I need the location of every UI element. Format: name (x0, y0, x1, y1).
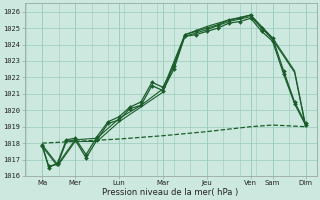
X-axis label: Pression niveau de la mer( hPa ): Pression niveau de la mer( hPa ) (102, 188, 239, 197)
